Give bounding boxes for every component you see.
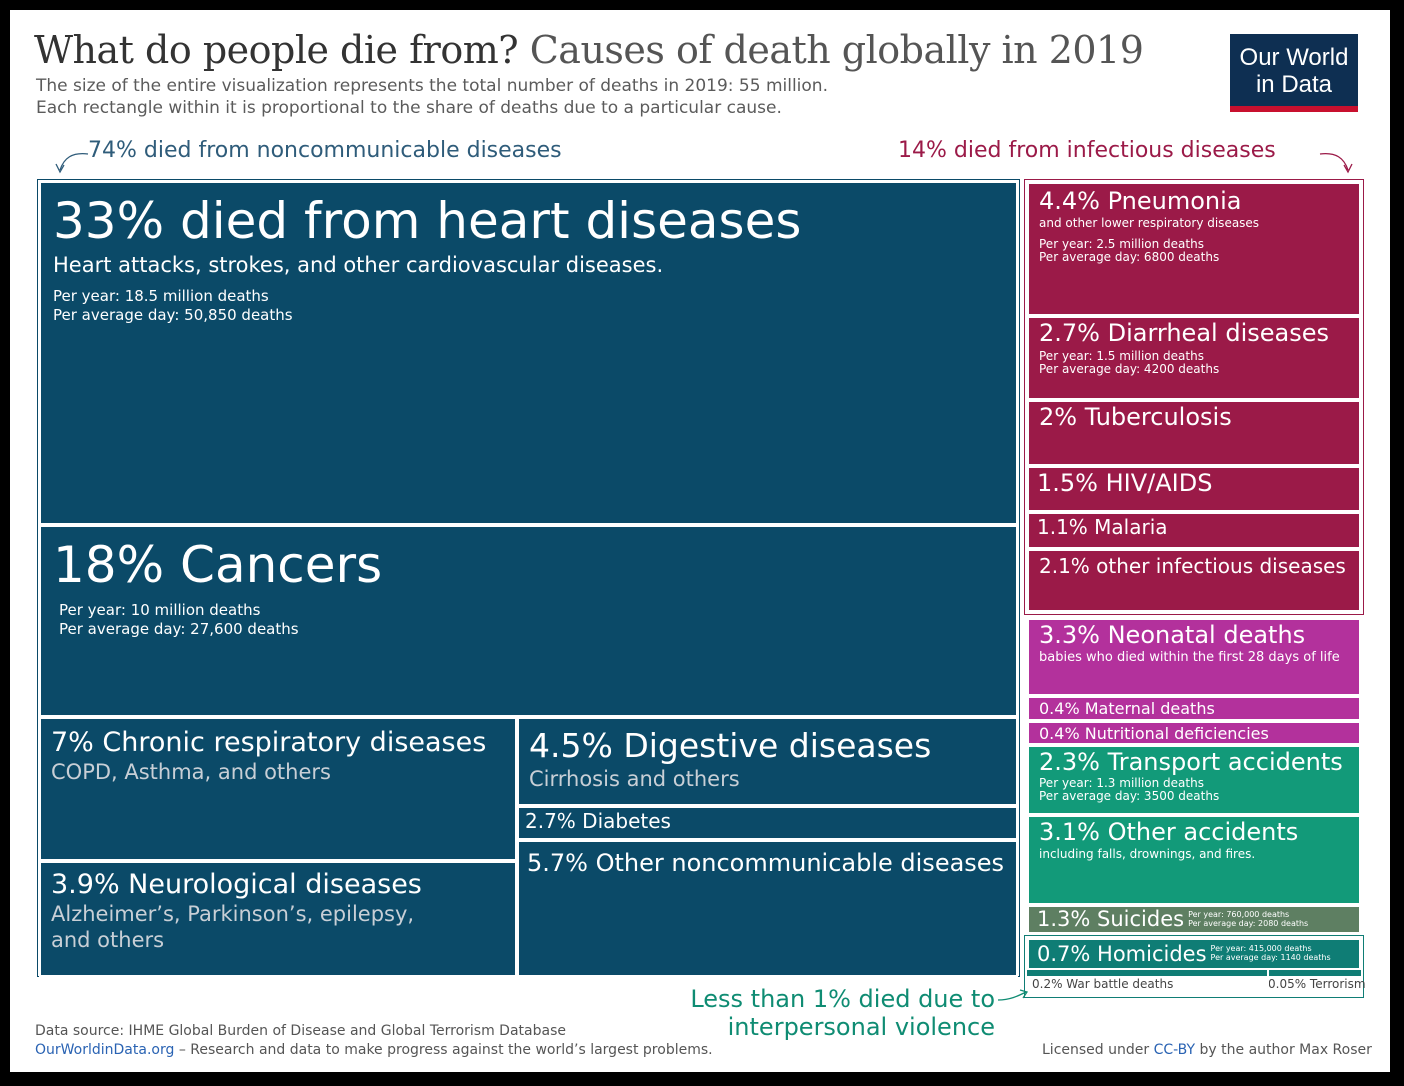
footer-license-pre: Licensed under	[1042, 1042, 1154, 1058]
tile-heart-title: 33% died from heart diseases	[53, 192, 802, 250]
tile-digestive[interactable]: 4.5% Digestive diseases Cirrhosis and ot…	[517, 717, 1018, 806]
tile-other-acc-desc: including falls, drownings, and fires.	[1039, 846, 1256, 861]
violence-group-label: Less than 1% died due to interpersonal v…	[650, 985, 995, 1041]
tile-chronic-respiratory[interactable]: 7% Chronic respiratory diseases COPD, As…	[39, 717, 517, 861]
tile-cancers[interactable]: 18% Cancers Per year: 10 million deaths …	[39, 525, 1018, 717]
logo-line-2: in Data	[1255, 71, 1333, 98]
tile-terrorism-bar	[1269, 970, 1361, 976]
tile-other-accidents[interactable]: 3.1% Other accidents including falls, dr…	[1027, 815, 1361, 905]
tile-maternal-title: 0.4% Maternal deaths	[1039, 699, 1215, 718]
tile-homicides-title: 0.7% Homicides	[1037, 941, 1207, 966]
tile-pneumonia-title: 4.4% Pneumonia	[1039, 187, 1242, 215]
infectious-group-label: 14% died from infectious diseases	[898, 138, 1276, 163]
ncd-group-label: 74% died from noncommunicable diseases	[88, 138, 562, 163]
violence-arrow-icon	[997, 989, 1029, 1001]
tile-diabetes[interactable]: 2.7% Diabetes	[517, 806, 1018, 840]
tile-transport-stat-year: Per year: 1.3 million deaths	[1039, 775, 1204, 790]
tile-nutritional[interactable]: 0.4% Nutritional deficiencies	[1027, 721, 1361, 745]
owid-logo[interactable]: Our World in Data	[1230, 34, 1358, 112]
chart-title: What do people die from? Causes of death…	[34, 28, 1144, 72]
violence-label-line-2: interpersonal violence	[727, 1013, 995, 1041]
footer-site-desc: – Research and data to make progress aga…	[174, 1042, 713, 1058]
tile-hiv-title: 1.5% HIV/AIDS	[1037, 469, 1213, 497]
tile-neurological[interactable]: 3.9% Neurological diseases Alzheimer’s, …	[39, 861, 517, 977]
tile-respiratory-desc: COPD, Asthma, and others	[51, 760, 331, 785]
tile-homicides-stat-year: Per year: 415,000 deaths	[1210, 944, 1312, 954]
tile-other-inf-title: 2.1% other infectious diseases	[1039, 554, 1346, 578]
tile-homicides[interactable]: 0.7% Homicides Per year: 415,000 deaths …	[1027, 938, 1361, 970]
subtitle-line-2: Each rectangle within it is proportional…	[36, 98, 782, 118]
tile-other-acc-title: 3.1% Other accidents	[1039, 818, 1299, 846]
chart-canvas: What do people die from? Causes of death…	[10, 10, 1390, 1072]
tile-diarrheal-stat-day: Per average day: 4200 deaths	[1039, 362, 1220, 377]
infectious-group-outline	[1024, 179, 1364, 615]
tile-cancers-title: 18% Cancers	[53, 536, 383, 594]
infectious-arrow-icon	[1319, 152, 1353, 174]
tile-cancers-stat-year: Per year: 10 million deaths	[59, 600, 261, 619]
tile-diarrheal-title: 2.7% Diarrheal diseases	[1039, 319, 1329, 347]
tile-suicides-title: 1.3% Suicides	[1037, 907, 1185, 932]
tile-transport-title: 2.3% Transport accidents	[1039, 748, 1343, 776]
tile-heart-stat-year: Per year: 18.5 million deaths	[53, 286, 269, 305]
footer-license-post: by the author Max Roser	[1195, 1042, 1372, 1058]
tile-diabetes-title: 2.7% Diabetes	[525, 809, 671, 833]
tile-pneumonia-stat-day: Per average day: 6800 deaths	[1039, 250, 1220, 265]
tile-neuro-desc-2: and others	[51, 928, 165, 953]
tile-diarrheal[interactable]: 2.7% Diarrheal diseases Per year: 1.5 mi…	[1027, 316, 1361, 400]
tile-other-ncd-title: 5.7% Other noncommunicable diseases	[527, 849, 1005, 877]
tile-transport-accidents[interactable]: 2.3% Transport accidents Per year: 1.3 m…	[1027, 745, 1361, 815]
footer-license: Licensed under CC-BY by the author Max R…	[1042, 1042, 1372, 1058]
tile-neuro-title: 3.9% Neurological diseases	[51, 869, 422, 900]
tile-nutritional-title: 0.4% Nutritional deficiencies	[1039, 724, 1269, 743]
subtitle-line-1: The size of the entire visualization rep…	[36, 76, 828, 96]
tile-malaria-title: 1.1% Malaria	[1037, 515, 1168, 539]
tile-war-label: 0.2% War battle deaths	[1032, 977, 1174, 991]
tile-suicides[interactable]: 1.3% Suicides Per year: 760,000 deaths P…	[1027, 905, 1361, 934]
tile-pneumonia-desc: and other lower respiratory diseases	[1039, 215, 1260, 230]
tile-suicides-stat-year: Per year: 760,000 deaths	[1188, 909, 1290, 919]
footer-source: Data source: IHME Global Burden of Disea…	[35, 1023, 566, 1039]
tile-tuberculosis[interactable]: 2% Tuberculosis	[1027, 400, 1361, 466]
tile-homicides-stat-day: Per average day: 1140 deaths	[1210, 953, 1331, 962]
tile-other-infectious[interactable]: 2.1% other infectious diseases	[1027, 549, 1361, 612]
tile-neonatal-desc: babies who died within the first 28 days…	[1039, 649, 1340, 665]
tile-hiv-aids[interactable]: 1.5% HIV/AIDS	[1027, 466, 1361, 512]
violence-divider	[1267, 970, 1269, 995]
tile-digestive-title: 4.5% Digestive diseases	[529, 726, 932, 765]
tile-malaria[interactable]: 1.1% Malaria	[1027, 512, 1361, 549]
tile-respiratory-title: 7% Chronic respiratory diseases	[51, 727, 487, 758]
title-sub: Causes of death globally in 2019	[529, 28, 1144, 72]
tile-pneumonia[interactable]: 4.4% Pneumonia and other lower respirato…	[1027, 182, 1361, 316]
footer-site-link[interactable]: OurWorldinData.org	[35, 1042, 175, 1058]
tile-pneumonia-stat-year: Per year: 2.5 million deaths	[1039, 236, 1204, 251]
tile-cancers-stat-day: Per average day: 27,600 deaths	[59, 620, 299, 638]
tile-heart-stat-day: Per average day: 50,850 deaths	[53, 306, 293, 324]
tile-other-ncd[interactable]: 5.7% Other noncommunicable diseases	[517, 840, 1018, 977]
tile-neonatal[interactable]: 3.3% Neonatal deaths babies who died wit…	[1027, 618, 1361, 696]
footer-license-link[interactable]: CC-BY	[1153, 1042, 1196, 1058]
tile-diarrheal-stat-year: Per year: 1.5 million deaths	[1039, 348, 1204, 363]
tile-neuro-desc-1: Alzheimer’s, Parkinson’s, epilepsy,	[51, 902, 415, 927]
tile-terrorism-label: 0.05% Terrorism	[1268, 977, 1366, 991]
title-main: What do people die from?	[34, 28, 519, 72]
violence-label-line-1: Less than 1% died due to	[690, 985, 995, 1013]
tile-tb-title: 2% Tuberculosis	[1039, 403, 1232, 431]
violence-group-outline	[1024, 935, 1364, 998]
tile-digestive-desc: Cirrhosis and others	[529, 766, 740, 791]
tile-neonatal-title: 3.3% Neonatal deaths	[1039, 621, 1306, 649]
logo-line-1: Our World	[1239, 44, 1349, 71]
footer-site: OurWorldinData.org – Research and data t…	[35, 1042, 713, 1058]
tile-suicides-stat-day: Per average day: 2080 deaths	[1188, 918, 1309, 928]
tile-war-bar	[1027, 970, 1267, 976]
tile-maternal[interactable]: 0.4% Maternal deaths	[1027, 696, 1361, 721]
tile-heart-diseases[interactable]: 33% died from heart diseases Heart attac…	[39, 181, 1018, 525]
tile-heart-desc: Heart attacks, strokes, and other cardio…	[53, 252, 664, 277]
tile-transport-stat-day: Per average day: 3500 deaths	[1039, 789, 1220, 804]
ncd-arrow-icon	[55, 152, 89, 174]
